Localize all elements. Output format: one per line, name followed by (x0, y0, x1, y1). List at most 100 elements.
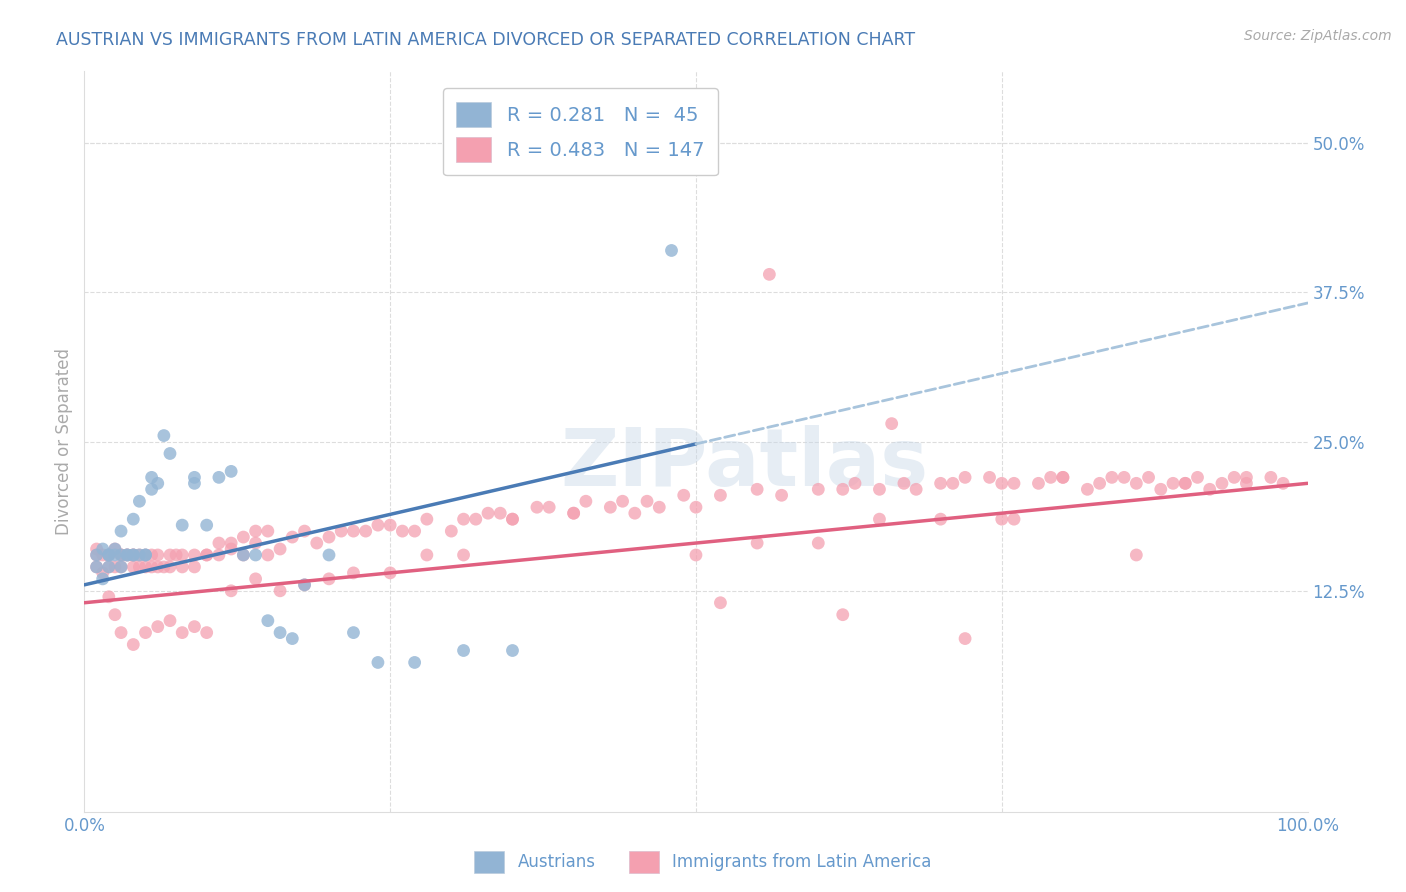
Point (91, 548, 114, 562)
Point (294, 578, 316, 592)
Point (172, 625, 194, 640)
Point (159, 446, 181, 460)
Point (747, 536, 769, 550)
Point (269, 541, 291, 556)
Point (599, 500, 621, 515)
Text: Source: ZipAtlas.com: Source: ZipAtlas.com (1244, 29, 1392, 43)
Point (367, 656, 389, 670)
Point (1150, 483, 1173, 497)
Point (122, 548, 145, 562)
Point (624, 506, 647, 520)
Point (97, 590, 120, 604)
Point (86, 541, 108, 556)
Point (257, 614, 280, 628)
Point (1114, 470, 1136, 484)
Point (929, 476, 952, 491)
Point (245, 524, 267, 538)
Point (115, 548, 138, 562)
Point (159, 560, 181, 574)
Point (991, 512, 1014, 526)
Point (685, 500, 707, 515)
Point (183, 476, 205, 491)
Point (502, 512, 524, 526)
Point (489, 506, 512, 520)
Point (269, 625, 291, 640)
Point (146, 560, 169, 574)
Text: ZIPatlas: ZIPatlas (561, 425, 929, 503)
Point (219, 464, 242, 478)
Point (526, 500, 548, 515)
Point (342, 566, 364, 580)
Point (685, 548, 707, 562)
Point (1236, 476, 1258, 491)
Point (183, 470, 205, 484)
Point (1174, 476, 1197, 491)
Point (135, 560, 157, 574)
Point (758, 268, 780, 282)
Point (672, 488, 695, 502)
Point (636, 494, 658, 508)
Point (880, 417, 903, 431)
Point (807, 483, 830, 497)
Point (135, 548, 157, 562)
Point (141, 470, 163, 484)
Text: AUSTRIAN VS IMMIGRANTS FROM LATIN AMERICA DIVORCED OR SEPARATED CORRELATION CHAR: AUSTRIAN VS IMMIGRANTS FROM LATIN AMERIC… (56, 31, 915, 49)
Point (219, 541, 242, 556)
Legend: R = 0.281   N =  45, R = 0.483   N = 147: R = 0.281 N = 45, R = 0.483 N = 147 (443, 88, 718, 176)
Point (1002, 476, 1025, 491)
Point (1076, 483, 1098, 497)
Point (122, 548, 145, 562)
Point (110, 548, 132, 562)
Point (905, 483, 928, 497)
Point (153, 428, 176, 442)
Point (128, 494, 150, 508)
Point (979, 470, 1001, 484)
Point (104, 560, 127, 574)
Point (1198, 483, 1220, 497)
Point (1125, 476, 1147, 491)
Point (281, 530, 304, 544)
Point (831, 483, 853, 497)
Point (195, 548, 218, 562)
Point (1260, 470, 1282, 484)
Point (128, 548, 150, 562)
Point (135, 625, 157, 640)
Point (562, 506, 585, 520)
Point (115, 548, 138, 562)
Point (404, 656, 426, 670)
Point (97, 560, 120, 574)
Point (453, 548, 475, 562)
Point (318, 530, 340, 544)
Point (141, 483, 163, 497)
Point (770, 488, 793, 502)
Point (183, 620, 205, 634)
Point (991, 476, 1014, 491)
Point (502, 512, 524, 526)
Point (195, 518, 218, 533)
Point (104, 541, 127, 556)
Point (141, 548, 163, 562)
Point (1236, 470, 1258, 484)
Point (97, 548, 120, 562)
Point (86, 548, 108, 562)
Point (869, 483, 891, 497)
Point (1039, 470, 1062, 484)
Point (1272, 476, 1295, 491)
Point (183, 560, 205, 574)
Point (195, 625, 218, 640)
Point (380, 518, 402, 533)
Point (953, 632, 976, 646)
Point (257, 524, 280, 538)
Point (245, 536, 267, 550)
Point (342, 625, 364, 640)
Point (232, 548, 254, 562)
Point (257, 548, 280, 562)
Point (91, 541, 114, 556)
Point (135, 548, 157, 562)
Point (97, 548, 120, 562)
Y-axis label: Divorced or Separated: Divorced or Separated (55, 348, 73, 535)
Point (208, 548, 231, 562)
Point (1161, 476, 1184, 491)
Point (146, 548, 169, 562)
Point (464, 512, 486, 526)
